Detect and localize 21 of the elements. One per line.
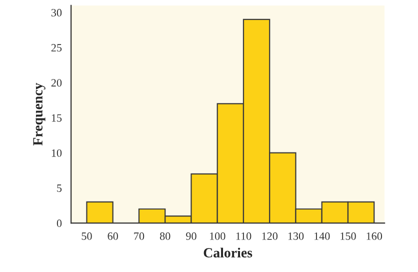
y-tick-label: 25 bbox=[51, 44, 62, 52]
x-tick-label: 50 bbox=[82, 232, 92, 240]
x-tick-label: 130 bbox=[288, 232, 304, 240]
y-tick-label: 15 bbox=[52, 114, 62, 122]
y-tick-label: 5 bbox=[57, 184, 62, 192]
x-tick-label: 150 bbox=[340, 232, 356, 240]
x-tick-label: 110 bbox=[236, 232, 252, 240]
y-tick-label: 10 bbox=[52, 149, 62, 157]
x-tick-label: 80 bbox=[160, 232, 170, 240]
x-tick-label: 100 bbox=[210, 232, 226, 240]
y-tick-label: 0 bbox=[56, 220, 62, 228]
x-tick-label: 120 bbox=[262, 232, 278, 240]
y-tick-label: 20 bbox=[51, 79, 62, 87]
y-axis-title: Frequency bbox=[33, 82, 46, 146]
x-tick-label: 60 bbox=[108, 232, 118, 240]
x-tick-label: 160 bbox=[366, 232, 382, 240]
x-axis-title: Calories bbox=[204, 248, 252, 258]
x-tick-label: 90 bbox=[186, 232, 196, 240]
y-tick-label: 30 bbox=[51, 8, 62, 16]
x-tick-label: 140 bbox=[314, 232, 330, 240]
x-tick-label: 70 bbox=[134, 232, 144, 240]
